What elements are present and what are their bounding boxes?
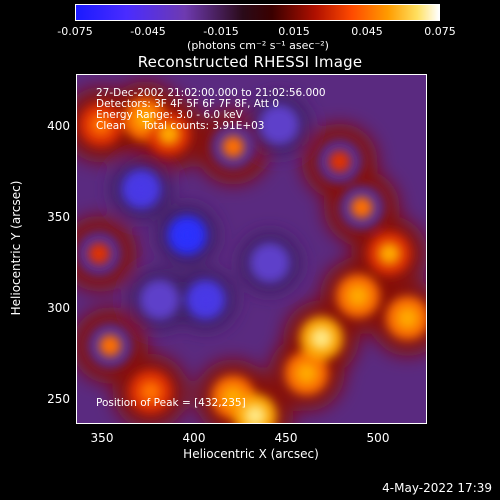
chart-title: Reconstructed RHESSI Image	[137, 53, 363, 71]
hot-region-core	[244, 404, 267, 423]
colorbar	[75, 4, 440, 21]
peak-position-label: Position of Peak = [432,235]	[96, 397, 246, 409]
colorbar-tick: -0.075	[57, 25, 93, 38]
colorbar-tick: 0.045	[351, 25, 383, 38]
cold-region-core	[196, 290, 215, 309]
cold-region	[259, 104, 300, 145]
info-total-counts: Clean Total counts: 3.91E+03	[96, 120, 265, 132]
colorbar-tick: -0.015	[203, 25, 239, 38]
heatmap-image	[77, 75, 426, 423]
hot-region-core	[328, 150, 351, 173]
x-tick-label: 400	[182, 431, 206, 445]
hot-region-core	[310, 327, 333, 350]
heatmap-plot	[76, 74, 427, 424]
y-tick-label: 350	[47, 210, 70, 224]
hot-region-core	[157, 122, 180, 145]
colorbar-gradient	[76, 5, 439, 20]
colorbar-tick: 0.075	[424, 25, 456, 38]
colorbar-tick: 0.015	[278, 25, 310, 38]
cold-region	[249, 242, 290, 283]
timestamp: 4-May-2022 17:39	[382, 481, 492, 495]
hot-region-core	[350, 196, 373, 219]
x-tick-label: 450	[274, 431, 298, 445]
hot-region-core	[89, 113, 112, 136]
cold-region	[139, 279, 180, 320]
cold-region-core	[178, 226, 197, 245]
x-tick-label: 500	[366, 431, 390, 445]
hot-region-core	[347, 284, 370, 307]
x-axis-label: Heliocentric X (arcsec)	[183, 447, 319, 461]
info-detectors: Detectors: 3F 4F 5F 6F 7F 8F, Att 0	[96, 98, 280, 110]
info-time-range: 27-Dec-2002 21:02:00.000 to 21:02:56.000	[96, 87, 326, 99]
colorbar-tick: -0.045	[130, 25, 166, 38]
colorbar-unit: (photons cm⁻² s⁻¹ asec⁻²)	[187, 39, 329, 52]
hot-region-core	[133, 108, 156, 131]
x-tick-label: 350	[90, 431, 114, 445]
info-energy-range: Energy Range: 3.0 - 6.0 keV	[96, 109, 243, 121]
cold-region-core	[132, 180, 151, 199]
hot-region-core	[99, 334, 122, 357]
hot-region-core	[295, 362, 318, 385]
hot-region-core	[222, 135, 245, 158]
y-tick-label: 400	[47, 119, 70, 133]
y-tick-label: 250	[47, 392, 70, 406]
hot-region-core	[222, 386, 245, 409]
y-axis-label: Heliocentric Y (arcsec)	[9, 180, 23, 316]
hot-region-core	[88, 242, 111, 265]
hot-region-core	[139, 380, 162, 403]
hot-region-core	[378, 242, 401, 265]
hot-region-core	[396, 307, 419, 330]
y-tick-label: 300	[47, 301, 70, 315]
